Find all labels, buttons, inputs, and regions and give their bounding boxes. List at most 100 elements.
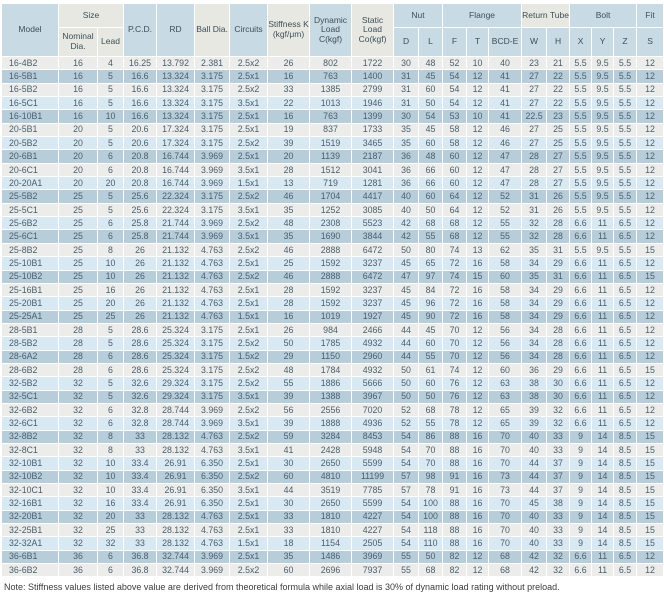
value-cell: 45 <box>393 282 420 298</box>
value-cell: 45 <box>393 296 420 311</box>
value-cell: 2.381 <box>194 55 231 71</box>
value-cell: 42 <box>393 216 420 231</box>
value-cell: 3.175 <box>194 362 231 378</box>
value-cell: 25 <box>58 229 98 244</box>
value-cell: 5 <box>96 69 125 84</box>
value-cell: 12 <box>466 322 490 338</box>
value-cell: 28 <box>546 216 571 231</box>
value-cell: 36.8 <box>123 549 158 565</box>
value-cell: 32.744 <box>156 563 196 578</box>
value-cell: 74 <box>442 269 468 284</box>
value-cell: 12 <box>466 176 490 191</box>
value-cell: 32 <box>58 402 98 418</box>
value-cell: 39 <box>267 416 311 431</box>
value-cell: 9.5 <box>591 109 615 124</box>
value-cell: 28 <box>521 162 548 178</box>
value-cell: 16.744 <box>156 162 196 178</box>
value-cell: 3237 <box>351 282 395 298</box>
value-cell: 82 <box>442 563 468 578</box>
value-cell: 984 <box>309 322 353 338</box>
model-cell: 25-10B1 <box>1 256 59 271</box>
spec-table-header: Model Size P.C.D. RD Ball Dia. Circuits Stiffn… <box>1 3 664 57</box>
model-cell: 32-6C1 <box>1 416 59 431</box>
value-cell: 54 <box>393 456 420 471</box>
value-cell: 1519 <box>309 136 353 151</box>
table-row: 36-6B2 36 6 36.8 32.744 3.969 2.5x2 60 2696 7937 5… <box>1 563 664 578</box>
value-cell: 9.5 <box>591 55 615 71</box>
value-cell: 68 <box>418 402 444 418</box>
model-cell: 16-5B1 <box>1 69 59 84</box>
value-cell: 2505 <box>351 536 395 551</box>
table-row: 16-10B1 16 10 16.6 13.324 3.175 2.5x1 16 763 1399… <box>1 109 664 124</box>
value-cell: 6.350 <box>194 469 231 485</box>
value-cell: 32 <box>58 523 98 538</box>
model-cell: 32-8B2 <box>1 429 59 444</box>
value-cell: 6 <box>96 216 125 231</box>
value-cell: 35 <box>521 242 548 258</box>
model-cell: 16-4B2 <box>1 55 59 71</box>
value-cell: 15 <box>636 496 664 511</box>
value-cell: 33 <box>546 442 571 458</box>
value-cell: 25 <box>58 296 98 311</box>
value-cell: 44 <box>393 322 420 338</box>
value-cell: 7785 <box>351 482 395 498</box>
value-cell: 12 <box>466 82 490 98</box>
value-cell: 55 <box>488 229 523 244</box>
value-cell: 16 <box>58 96 98 111</box>
value-cell: 35 <box>393 136 420 151</box>
value-cell: 3.175 <box>194 69 231 84</box>
value-cell: 16.25 <box>123 55 158 71</box>
value-cell: 6.5 <box>613 229 638 244</box>
value-cell: 50 <box>393 376 420 391</box>
value-cell: 62 <box>488 242 523 258</box>
value-cell: 15 <box>636 523 664 538</box>
value-cell: 6.6 <box>569 336 593 351</box>
value-cell: 12 <box>636 389 664 404</box>
value-cell: 5 <box>96 82 125 98</box>
value-cell: 12 <box>636 229 664 244</box>
value-cell: 6.5 <box>613 282 638 298</box>
value-cell: 61 <box>418 362 444 378</box>
value-cell: 15 <box>636 242 664 258</box>
value-cell: 2428 <box>309 442 353 458</box>
value-cell: 3.969 <box>194 149 231 164</box>
col-group-dynamic-load-c-kgf: Dynamic Load C(kgf) <box>309 3 353 57</box>
value-cell: 84 <box>418 282 444 298</box>
value-cell: 2.5x1 <box>229 256 269 271</box>
table-row: 25-8B2 25 8 26 21.132 4.763 2.5x2 46 2888 6472 50 8… <box>1 242 664 258</box>
value-cell: 27 <box>546 149 571 164</box>
value-cell: 33 <box>546 429 571 444</box>
value-cell: 26 <box>123 296 158 311</box>
col-group-model: Model <box>1 3 59 57</box>
model-cell: 16-5B2 <box>1 82 59 98</box>
value-cell: 56 <box>488 336 523 351</box>
value-cell: 2650 <box>309 456 353 471</box>
col-group-nut: Nut <box>393 3 444 28</box>
value-cell: 55 <box>418 416 444 431</box>
value-cell: 21.132 <box>156 242 196 258</box>
value-cell: 1810 <box>309 509 353 525</box>
value-cell: 25.324 <box>156 336 196 351</box>
value-cell: 56 <box>488 349 523 364</box>
value-cell: 2.5x1 <box>229 322 269 338</box>
value-cell: 2.5x2 <box>229 429 269 444</box>
value-cell: 12 <box>636 176 664 191</box>
value-cell: 59 <box>267 429 311 444</box>
value-cell: 3041 <box>351 162 395 178</box>
value-cell: 32 <box>58 456 98 471</box>
table-row: 20-5B1 20 5 20.6 17.324 3.175 2.5x1 19 837 1733 35… <box>1 122 664 138</box>
value-cell: 9.5 <box>591 136 615 151</box>
value-cell: 25.8 <box>123 229 158 244</box>
value-cell: 46 <box>488 122 523 138</box>
value-cell: 48 <box>418 55 444 71</box>
value-cell: 6.6 <box>569 216 593 231</box>
value-cell: 2.5x1 <box>229 282 269 298</box>
value-cell: 5.5 <box>613 82 638 98</box>
value-cell: 12 <box>636 563 664 578</box>
value-cell: 25.324 <box>156 349 196 364</box>
value-cell: 20 <box>58 122 98 138</box>
value-cell: 9 <box>569 482 593 498</box>
value-cell: 8.5 <box>613 496 638 511</box>
value-cell: 33 <box>546 509 571 525</box>
value-cell: 3.969 <box>194 162 231 178</box>
